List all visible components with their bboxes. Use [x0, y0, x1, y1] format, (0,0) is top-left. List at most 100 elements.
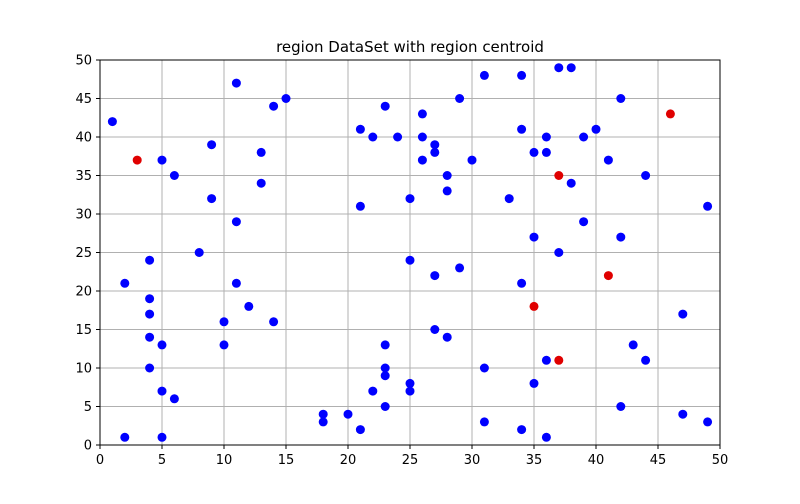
- data-point: [566, 178, 576, 188]
- data-point: [641, 171, 651, 180]
- x-tick-label: 10: [216, 453, 233, 468]
- data-point: [455, 94, 465, 103]
- x-tick-label: 30: [464, 453, 481, 468]
- chart-title: region DataSet with region centroid: [276, 38, 544, 56]
- data-point: [430, 140, 440, 150]
- data-point: [169, 394, 179, 404]
- data-point: [479, 363, 489, 373]
- data-point: [541, 147, 551, 157]
- data-point: [554, 63, 564, 73]
- data-point: [256, 147, 266, 157]
- data-point: [355, 425, 365, 435]
- data-point: [541, 132, 551, 142]
- data-point: [703, 201, 713, 211]
- data-point: [417, 109, 427, 119]
- data-point: [157, 432, 167, 442]
- data-point: [393, 132, 403, 142]
- data-point: [517, 70, 527, 80]
- data-point: [405, 255, 415, 265]
- data-point: [120, 432, 130, 442]
- data-point: [442, 171, 452, 180]
- x-tick-label: 0: [96, 453, 104, 468]
- data-point: [343, 409, 353, 419]
- y-tick-label: 10: [75, 362, 92, 377]
- data-point: [628, 340, 638, 350]
- y-tick-label: 15: [75, 323, 92, 338]
- data-point: [269, 101, 279, 111]
- data-point: [207, 194, 217, 204]
- y-axis-ticks: 0 5 10 15 20 25 30 35 40 45 50: [75, 54, 100, 454]
- centroid-point: [665, 109, 675, 119]
- data-point: [430, 271, 440, 281]
- data-point: [703, 417, 713, 427]
- centroid-point: [529, 301, 539, 311]
- data-point: [231, 278, 241, 288]
- x-tick-label: 15: [278, 453, 295, 468]
- data-point: [479, 70, 489, 80]
- data-point: [256, 178, 266, 188]
- centroid-point: [603, 271, 613, 281]
- data-point: [405, 378, 415, 388]
- data-point: [479, 417, 489, 427]
- data-point: [145, 294, 155, 304]
- data-point: [455, 263, 465, 273]
- x-tick-label: 35: [526, 453, 543, 468]
- y-tick-label: 5: [84, 400, 92, 415]
- data-point: [207, 140, 217, 150]
- y-tick-label: 35: [75, 169, 92, 184]
- data-point: [517, 124, 527, 134]
- data-point: [107, 117, 117, 127]
- data-point: [554, 248, 564, 257]
- data-point: [169, 171, 179, 180]
- x-tick-label: 40: [588, 453, 605, 468]
- data-point: [368, 386, 378, 396]
- data-point: [355, 201, 365, 211]
- data-point: [579, 217, 589, 227]
- data-point: [231, 78, 241, 88]
- data-point: [318, 409, 328, 419]
- data-point: [529, 232, 539, 242]
- data-point: [355, 124, 365, 134]
- y-tick-label: 20: [75, 285, 92, 300]
- y-tick-label: 50: [75, 54, 92, 69]
- y-tick-label: 45: [75, 92, 92, 107]
- y-tick-label: 0: [84, 439, 92, 454]
- data-point: [120, 278, 130, 288]
- data-point: [219, 340, 229, 350]
- y-tick-label: 30: [75, 208, 92, 223]
- data-point: [194, 248, 204, 257]
- data-point: [219, 317, 229, 327]
- data-point: [442, 186, 452, 196]
- data-point: [368, 132, 378, 142]
- x-tick-label: 50: [712, 453, 729, 468]
- y-tick-label: 40: [75, 131, 92, 146]
- data-point: [157, 155, 167, 165]
- data-point: [566, 63, 576, 73]
- data-point: [269, 317, 279, 327]
- data-point: [417, 155, 427, 165]
- data-point: [616, 232, 626, 242]
- data-point: [504, 194, 514, 204]
- data-point: [430, 325, 440, 334]
- centroid-point: [554, 355, 564, 365]
- data-point: [145, 309, 155, 319]
- data-point: [517, 278, 527, 288]
- x-tick-label: 20: [340, 453, 357, 468]
- data-point: [380, 340, 390, 350]
- data-point: [145, 255, 155, 265]
- data-point: [467, 155, 477, 165]
- data-point: [641, 355, 651, 365]
- data-point: [405, 386, 415, 396]
- data-point: [157, 340, 167, 350]
- data-point: [541, 355, 551, 365]
- data-point: [417, 132, 427, 142]
- data-point: [616, 402, 626, 411]
- data-point: [405, 194, 415, 204]
- data-point: [380, 402, 390, 411]
- data-point: [541, 432, 551, 442]
- data-point: [145, 332, 155, 342]
- data-point: [145, 363, 155, 373]
- data-point: [157, 386, 167, 396]
